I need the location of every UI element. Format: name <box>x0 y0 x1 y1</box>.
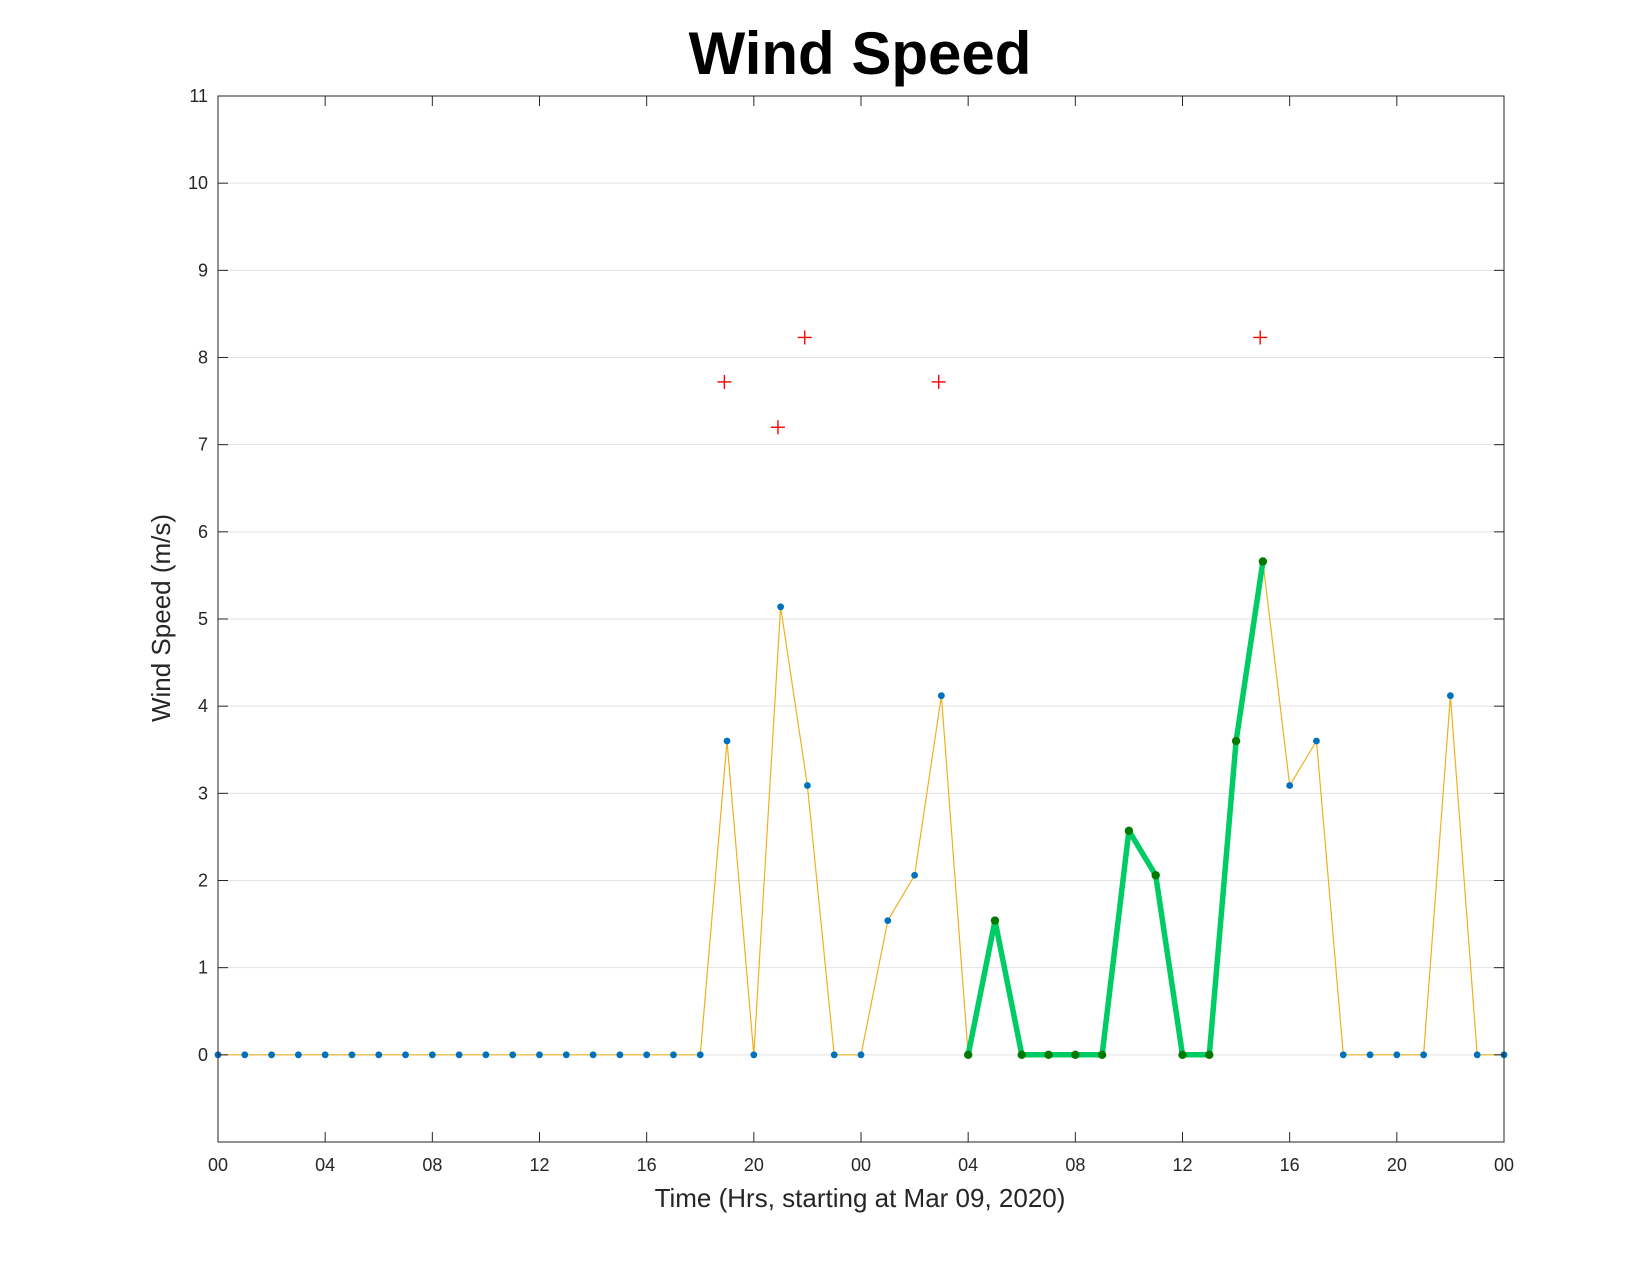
data-point <box>857 1051 865 1059</box>
x-axis-title: Time (Hrs, starting at Mar 09, 2020) <box>655 1183 1066 1213</box>
data-point <box>804 782 811 789</box>
plus-marker <box>931 374 946 389</box>
x-tick-label: 04 <box>315 1155 335 1175</box>
data-point <box>1447 692 1454 700</box>
data-point <box>643 1051 651 1059</box>
highlight-data-point <box>1097 1050 1107 1060</box>
y-tick-label: 9 <box>198 260 208 280</box>
data-point <box>884 917 892 924</box>
data-point <box>482 1051 490 1059</box>
data-point <box>268 1051 275 1059</box>
highlight-data-point <box>1258 557 1268 566</box>
data-point <box>1313 737 1320 745</box>
data-point <box>294 1051 302 1059</box>
y-tick-label: 3 <box>198 783 208 803</box>
data-point <box>777 603 785 611</box>
data-point <box>321 1051 329 1059</box>
data-point <box>696 1051 704 1059</box>
y-tick-label: 4 <box>198 696 208 716</box>
x-tick-label: 00 <box>208 1155 228 1175</box>
plus-marker <box>1253 330 1268 345</box>
chart-title: Wind Speed <box>689 20 1032 87</box>
x-tick-label: 16 <box>1280 1155 1300 1175</box>
x-tick-label: 08 <box>1065 1155 1085 1175</box>
x-tick-label: 12 <box>529 1155 549 1175</box>
highlight-data-point <box>963 1050 973 1060</box>
data-point <box>509 1051 517 1059</box>
y-tick-label: 8 <box>198 348 208 368</box>
data-point <box>1286 782 1294 789</box>
x-tick-label: 08 <box>422 1155 442 1175</box>
y-tick-label: 0 <box>198 1045 208 1065</box>
y-tick-label: 7 <box>198 435 208 455</box>
highlight-data-point <box>1124 826 1134 836</box>
x-tick-label: 00 <box>851 1155 871 1175</box>
data-point <box>562 1051 570 1059</box>
data-point <box>1339 1051 1347 1059</box>
highlight-data-point <box>1178 1050 1187 1060</box>
data-point <box>937 692 945 700</box>
data-point <box>348 1051 356 1059</box>
data-point <box>670 1051 677 1059</box>
data-point <box>723 737 731 745</box>
data-point <box>241 1051 249 1059</box>
highlight-data-point <box>990 916 1000 925</box>
highlight-data-point <box>1205 1050 1214 1060</box>
highlight-data-point <box>1071 1050 1080 1060</box>
y-tick-label: 6 <box>198 522 208 542</box>
y-tick-label: 2 <box>198 871 208 891</box>
highlight-series-line <box>965 561 1266 1058</box>
data-point <box>911 871 918 879</box>
y-tick-label: 11 <box>189 86 208 106</box>
x-tick-label: 20 <box>1387 1155 1407 1175</box>
highlight-data-point <box>1044 1050 1053 1060</box>
plus-marker <box>717 374 732 389</box>
data-point <box>616 1051 624 1059</box>
data-point <box>750 1051 758 1059</box>
y-tick-label: 10 <box>188 173 208 193</box>
x-tick-label: 20 <box>744 1155 764 1175</box>
x-tick-label: 00 <box>1494 1155 1514 1175</box>
data-point <box>402 1051 409 1059</box>
data-point <box>375 1051 383 1059</box>
data-point <box>536 1051 543 1059</box>
data-point <box>1393 1051 1401 1059</box>
x-tick-label: 16 <box>637 1155 657 1175</box>
highlight-data-point <box>1231 736 1241 746</box>
plot-series <box>214 330 1508 1060</box>
data-point <box>1366 1051 1374 1059</box>
x-tick-label: 04 <box>958 1155 978 1175</box>
data-point <box>1473 1051 1481 1059</box>
y-tick-label: 5 <box>198 609 208 629</box>
data-point <box>428 1051 436 1059</box>
data-point <box>455 1051 463 1059</box>
plus-marker <box>770 420 785 435</box>
data-point <box>830 1051 838 1059</box>
y-tick-label: 1 <box>198 958 208 978</box>
highlight-data-point <box>1151 871 1160 880</box>
highlight-data-point <box>1017 1050 1026 1060</box>
y-axis-title: Wind Speed (m/s) <box>146 514 176 722</box>
data-point <box>589 1051 597 1059</box>
x-tick-label: 12 <box>1172 1155 1192 1175</box>
data-point <box>1420 1051 1428 1059</box>
plus-marker <box>797 330 812 345</box>
